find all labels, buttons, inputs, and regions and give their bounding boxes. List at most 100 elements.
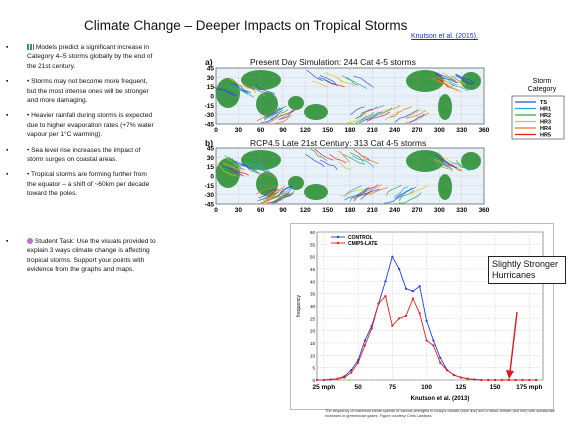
x-tick-label: 75 (389, 384, 397, 391)
data-point (322, 378, 325, 382)
storm-track (260, 167, 275, 178)
storm-track (226, 158, 241, 171)
data-point (363, 339, 367, 342)
land-mass (438, 94, 452, 120)
data-point (500, 378, 504, 382)
lon-tick-label: 90 (279, 207, 287, 214)
legend-label: CMIP5-LATE (348, 241, 378, 247)
lat-tick-label: -30 (205, 112, 215, 119)
y-tick-label: 15 (310, 341, 316, 346)
storm-track (344, 192, 367, 201)
storm-track (455, 75, 473, 85)
storm-track (263, 189, 281, 201)
storm-track (263, 108, 284, 119)
bullet-dot: ▪ (6, 171, 9, 179)
storm-track (278, 109, 296, 120)
lon-tick-label: 210 (367, 127, 378, 134)
lon-tick-label: 120 (300, 127, 311, 134)
panel-b-title: RCP4.5 Late 21st Century: 313 Cat 4-5 st… (250, 138, 427, 148)
lon-tick-label: 120 (300, 207, 311, 214)
storm-track (354, 186, 370, 197)
data-point (432, 344, 435, 347)
lon-tick-label: 240 (389, 127, 400, 134)
land-mass (406, 70, 444, 92)
storm-track (379, 107, 393, 116)
land-mass (241, 70, 281, 90)
bullet-dot: ▪ (6, 78, 9, 86)
storm-track (338, 161, 352, 170)
figure-caption: The frequency of maximum winds speeds of… (325, 409, 555, 418)
storm-track (393, 186, 409, 198)
legend-label: HR3 (540, 120, 551, 126)
y-tick-label: 10 (310, 353, 316, 358)
lon-tick-label: 210 (367, 207, 378, 214)
wind-frequency-graph: 0 5 10 15 20 25 30 35 40 45 50 55 60 25 mph 50 75 100 125… (290, 223, 554, 410)
storm-track (244, 160, 263, 171)
storm-track (314, 148, 334, 161)
lon-tick-label: 270 (412, 207, 423, 214)
storm-track (218, 88, 237, 96)
storm-track (389, 106, 412, 118)
storm-track (251, 86, 266, 97)
lat-tick-label: 30 (207, 75, 215, 82)
callout-arrow (509, 311, 518, 373)
storm-track (450, 162, 470, 171)
storm-track (258, 188, 277, 199)
lon-tick-label: 60 (257, 207, 265, 214)
y-tick-label: 30 (310, 304, 316, 309)
legend-marker (336, 235, 340, 239)
storm-track (271, 186, 296, 199)
data-point (370, 327, 373, 330)
data-point (391, 255, 394, 258)
x-tick-label: 125 (455, 384, 466, 391)
data-point (473, 378, 476, 381)
citation-link[interactable]: Knutson et al. (2015). (411, 33, 478, 40)
storm-track (229, 168, 249, 176)
data-point (336, 377, 339, 380)
storm-track (228, 78, 250, 90)
y-tick-label: 0 (312, 378, 315, 383)
panel-a-label: a) (205, 57, 213, 67)
frequency-chart: 0 5 10 15 20 25 30 35 40 45 50 55 60 25 mph 50 75 100 125… (296, 230, 544, 402)
storm-track (384, 193, 402, 204)
storm-track (355, 112, 375, 124)
y-tick-label: 5 (312, 366, 315, 371)
storm-track (450, 75, 467, 85)
storm-track (350, 106, 365, 115)
data-point (432, 339, 435, 342)
bullet-dot: ▪ (6, 44, 9, 51)
data-point (411, 290, 414, 293)
lon-tick-label: 300 (434, 207, 445, 214)
brain-icon (27, 237, 33, 244)
task-item: ▪ Student Task: Use the visuals provided… (6, 237, 156, 275)
storm-track (353, 191, 372, 202)
data-point (480, 378, 483, 382)
lon-tick-label: 0 (214, 127, 218, 134)
lon-tick-label: 300 (434, 127, 445, 134)
y-tick-label: 40 (310, 279, 316, 284)
bullet-item: ▪ • Sea level rise increases the impact … (6, 146, 156, 165)
storm-track (409, 113, 425, 123)
y-axis-label: frequency (296, 295, 302, 317)
legend-title: Storm (533, 78, 552, 85)
data-point (446, 369, 449, 372)
storm-track (317, 77, 338, 87)
callout-arrowhead (506, 370, 514, 379)
data-point (528, 378, 531, 382)
data-point (356, 361, 360, 364)
land-mass (461, 152, 481, 170)
data-point (466, 377, 469, 380)
lon-tick-label: 180 (345, 127, 356, 134)
data-point (418, 285, 421, 288)
storm-track (359, 111, 382, 124)
data-point (507, 378, 510, 382)
storm-track (266, 191, 290, 204)
bullet-dot: ▪ (6, 112, 9, 120)
x-tick-label: 150 (490, 384, 501, 391)
data-point (425, 339, 428, 342)
lon-tick-label: 30 (235, 127, 243, 134)
storm-track (427, 152, 447, 165)
land-mass (438, 174, 452, 200)
bullet-text: • Sea level rise increases the impact of… (27, 146, 141, 164)
data-point (439, 356, 442, 359)
